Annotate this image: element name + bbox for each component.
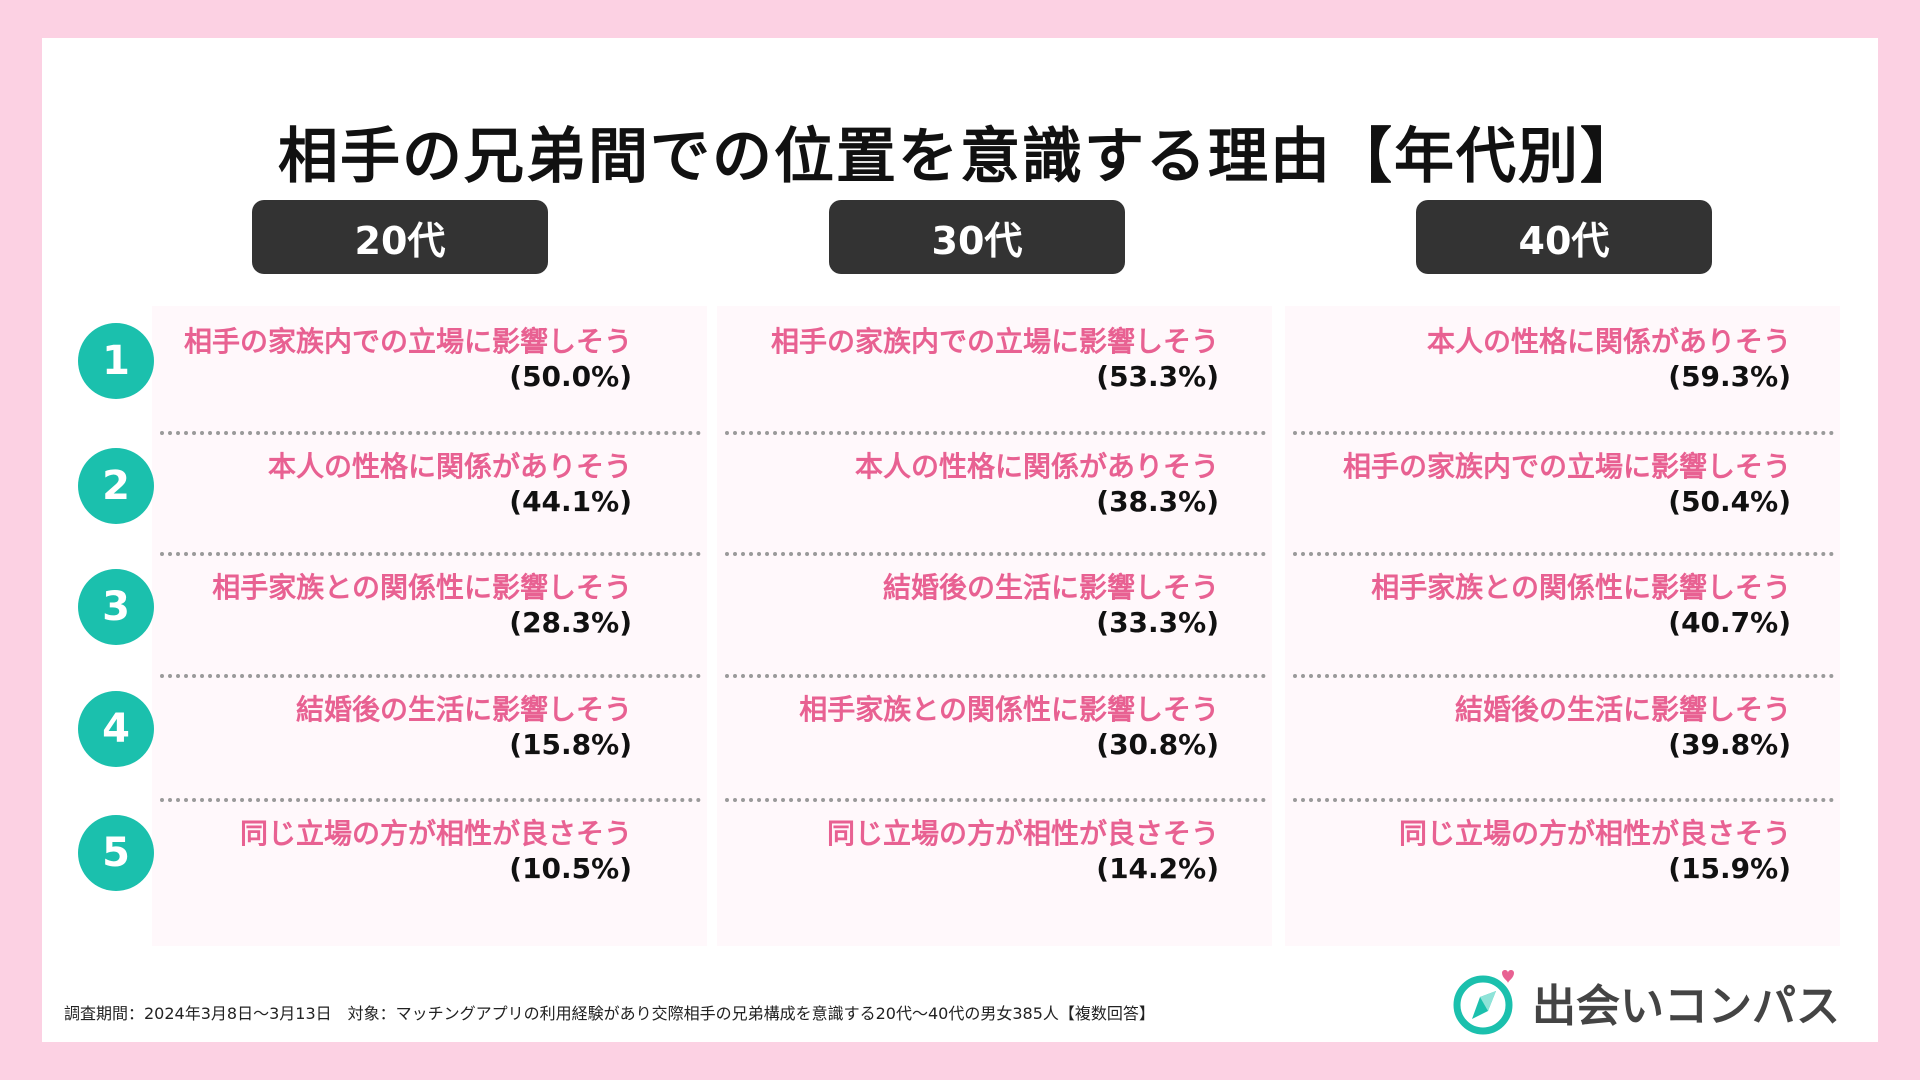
item-value: (33.3%) — [1096, 606, 1219, 639]
item-value: (30.8%) — [1096, 728, 1219, 761]
group-header: 40代 — [1416, 200, 1712, 274]
item-value: (40.7%) — [1668, 606, 1791, 639]
infographic-card: 相手の兄弟間での位置を意識する理由【年代別】 20代 30代 40代 1 2 3 4 5 調… — [42, 38, 1878, 1042]
row-divider — [1293, 431, 1834, 435]
item-value: (10.5%) — [509, 852, 632, 885]
item-label: 相手の家族内での立場に影響しそう — [770, 325, 1219, 358]
item-label: 相手の家族内での立場に影響しそう — [1342, 450, 1791, 483]
item-label: 本人の性格に関係がありそう — [267, 450, 632, 483]
item-value: (44.1%) — [509, 485, 632, 518]
item-value: (53.3%) — [1096, 360, 1219, 393]
item-label: 結婚後の生活に影響しそう — [882, 571, 1219, 604]
group-panel — [1285, 306, 1840, 946]
item-value: (14.2%) — [1096, 852, 1219, 885]
chart-title: 相手の兄弟間での位置を意識する理由【年代別】 — [278, 122, 1642, 192]
survey-footnote: 調査期間：2024年3月8日〜3月13日 対象：マッチングアプリの利用経験があり… — [64, 1004, 1155, 1023]
item-value: (38.3%) — [1096, 485, 1219, 518]
row-divider — [160, 431, 701, 435]
item-label: 結婚後の生活に影響しそう — [1454, 693, 1791, 726]
row-divider — [1293, 798, 1834, 802]
row-divider — [725, 674, 1266, 678]
brand-name: 出会いコンパス — [1532, 981, 1840, 1032]
brand-logo: 出会いコンパス — [1450, 966, 1840, 1038]
item-label: 本人の性格に関係がありそう — [854, 450, 1219, 483]
item-value: (50.0%) — [509, 360, 632, 393]
item-value: (39.8%) — [1668, 728, 1791, 761]
row-divider — [725, 798, 1266, 802]
group-header: 20代 — [252, 200, 548, 274]
item-label: 結婚後の生活に影響しそう — [295, 693, 632, 726]
item-label: 同じ立場の方が相性が良さそう — [826, 817, 1219, 850]
item-value: (59.3%) — [1668, 360, 1791, 393]
item-label: 同じ立場の方が相性が良さそう — [1398, 817, 1791, 850]
row-divider — [725, 552, 1266, 556]
item-value: (15.8%) — [509, 728, 632, 761]
row-divider — [725, 431, 1266, 435]
item-label: 相手家族との関係性に影響しそう — [212, 571, 632, 604]
item-label: 本人の性格に関係がありそう — [1426, 325, 1791, 358]
row-divider — [160, 798, 701, 802]
group-header: 30代 — [829, 200, 1125, 274]
rank-badge: 3 — [78, 569, 154, 645]
item-value: (50.4%) — [1668, 485, 1791, 518]
item-label: 相手家族との関係性に影響しそう — [1371, 571, 1791, 604]
rank-badge: 1 — [78, 323, 154, 399]
item-label: 相手の家族内での立場に影響しそう — [183, 325, 632, 358]
rank-badge: 5 — [78, 815, 154, 891]
row-divider — [160, 552, 701, 556]
item-label: 相手家族との関係性に影響しそう — [799, 693, 1219, 726]
compass-heart-icon — [1453, 970, 1514, 1035]
item-label: 同じ立場の方が相性が良さそう — [239, 817, 632, 850]
group-panel — [717, 306, 1272, 946]
row-divider — [160, 674, 701, 678]
item-value: (28.3%) — [509, 606, 632, 639]
rank-badge: 2 — [78, 448, 154, 524]
row-divider — [1293, 552, 1834, 556]
item-value: (15.9%) — [1668, 852, 1791, 885]
group-panel — [152, 306, 707, 946]
row-divider — [1293, 674, 1834, 678]
rank-badge: 4 — [78, 691, 154, 767]
